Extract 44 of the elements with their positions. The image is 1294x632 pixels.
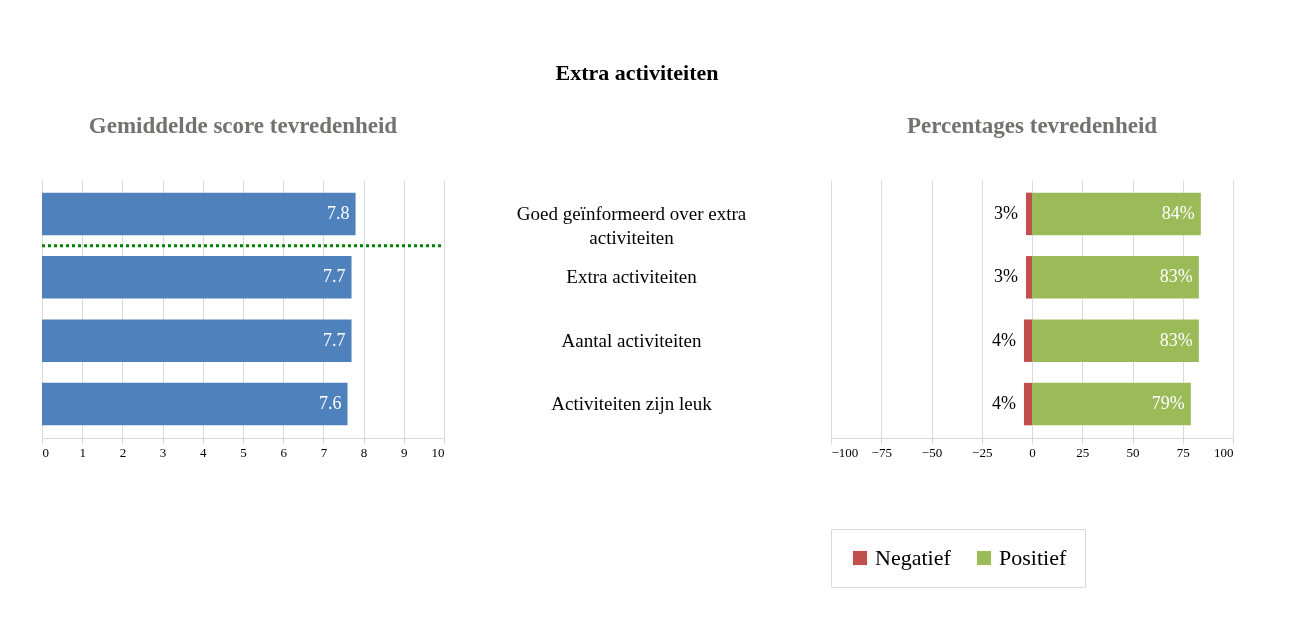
- x-tick-label: 8: [360, 444, 368, 460]
- data-label: 83%: [1159, 329, 1193, 350]
- y-tick-label: Activiteiten zijn leuk: [551, 393, 713, 415]
- x-tick-label: −100: [831, 444, 859, 460]
- data-label: 4%: [991, 329, 1016, 350]
- x-tick-label: −50: [921, 444, 943, 460]
- x-tick-label: 5: [240, 444, 247, 460]
- bar: [42, 256, 352, 299]
- x-tick-label: 25: [1076, 444, 1090, 460]
- data-label: 83%: [1159, 266, 1193, 287]
- y-tick-label: Aantal activiteiten: [561, 329, 702, 351]
- x-tick-label: −25: [972, 444, 993, 460]
- y-tick-label: Goed geïnformeerd over extra activiteiten: [516, 202, 747, 248]
- data-label: 7.6: [319, 393, 342, 414]
- data-label: 79%: [1151, 393, 1185, 414]
- bar: [42, 382, 348, 426]
- data-label: 7.7: [323, 266, 346, 287]
- chart-title: Percentages tevredenheid: [906, 113, 1158, 138]
- data-label: 3%: [993, 202, 1018, 223]
- x-tick-label: 9: [401, 444, 408, 460]
- x-tick-label: 1: [79, 444, 86, 460]
- data-label: 84%: [1161, 202, 1195, 223]
- x-tick-label: 4: [200, 444, 208, 460]
- x-tick-label: 2: [119, 444, 127, 460]
- x-tick-label: 3: [159, 444, 167, 460]
- bar: [42, 192, 356, 236]
- x-tick-label: 100: [1214, 444, 1234, 460]
- legend-label: Negatief: [875, 545, 952, 570]
- data-label: 3%: [993, 266, 1018, 287]
- x-tick-label: 7: [320, 444, 328, 460]
- data-label: 7.7: [323, 329, 346, 350]
- x-tick-label: 10: [431, 444, 445, 460]
- legend-label: Positief: [999, 545, 1067, 570]
- x-tick-label: 0: [42, 444, 49, 460]
- data-label: 4%: [991, 393, 1016, 414]
- x-tick-label: −75: [871, 444, 892, 460]
- bar: [42, 319, 352, 362]
- chart-title: Gemiddelde score tevredenheid: [88, 113, 398, 138]
- x-tick-label: 0: [1029, 444, 1036, 460]
- data-label: 7.8: [327, 202, 350, 223]
- y-tick-label: Extra activiteiten: [566, 266, 698, 288]
- x-tick-label: 75: [1176, 444, 1190, 460]
- x-tick-label: 50: [1126, 444, 1140, 460]
- x-tick-label: 6: [280, 444, 288, 460]
